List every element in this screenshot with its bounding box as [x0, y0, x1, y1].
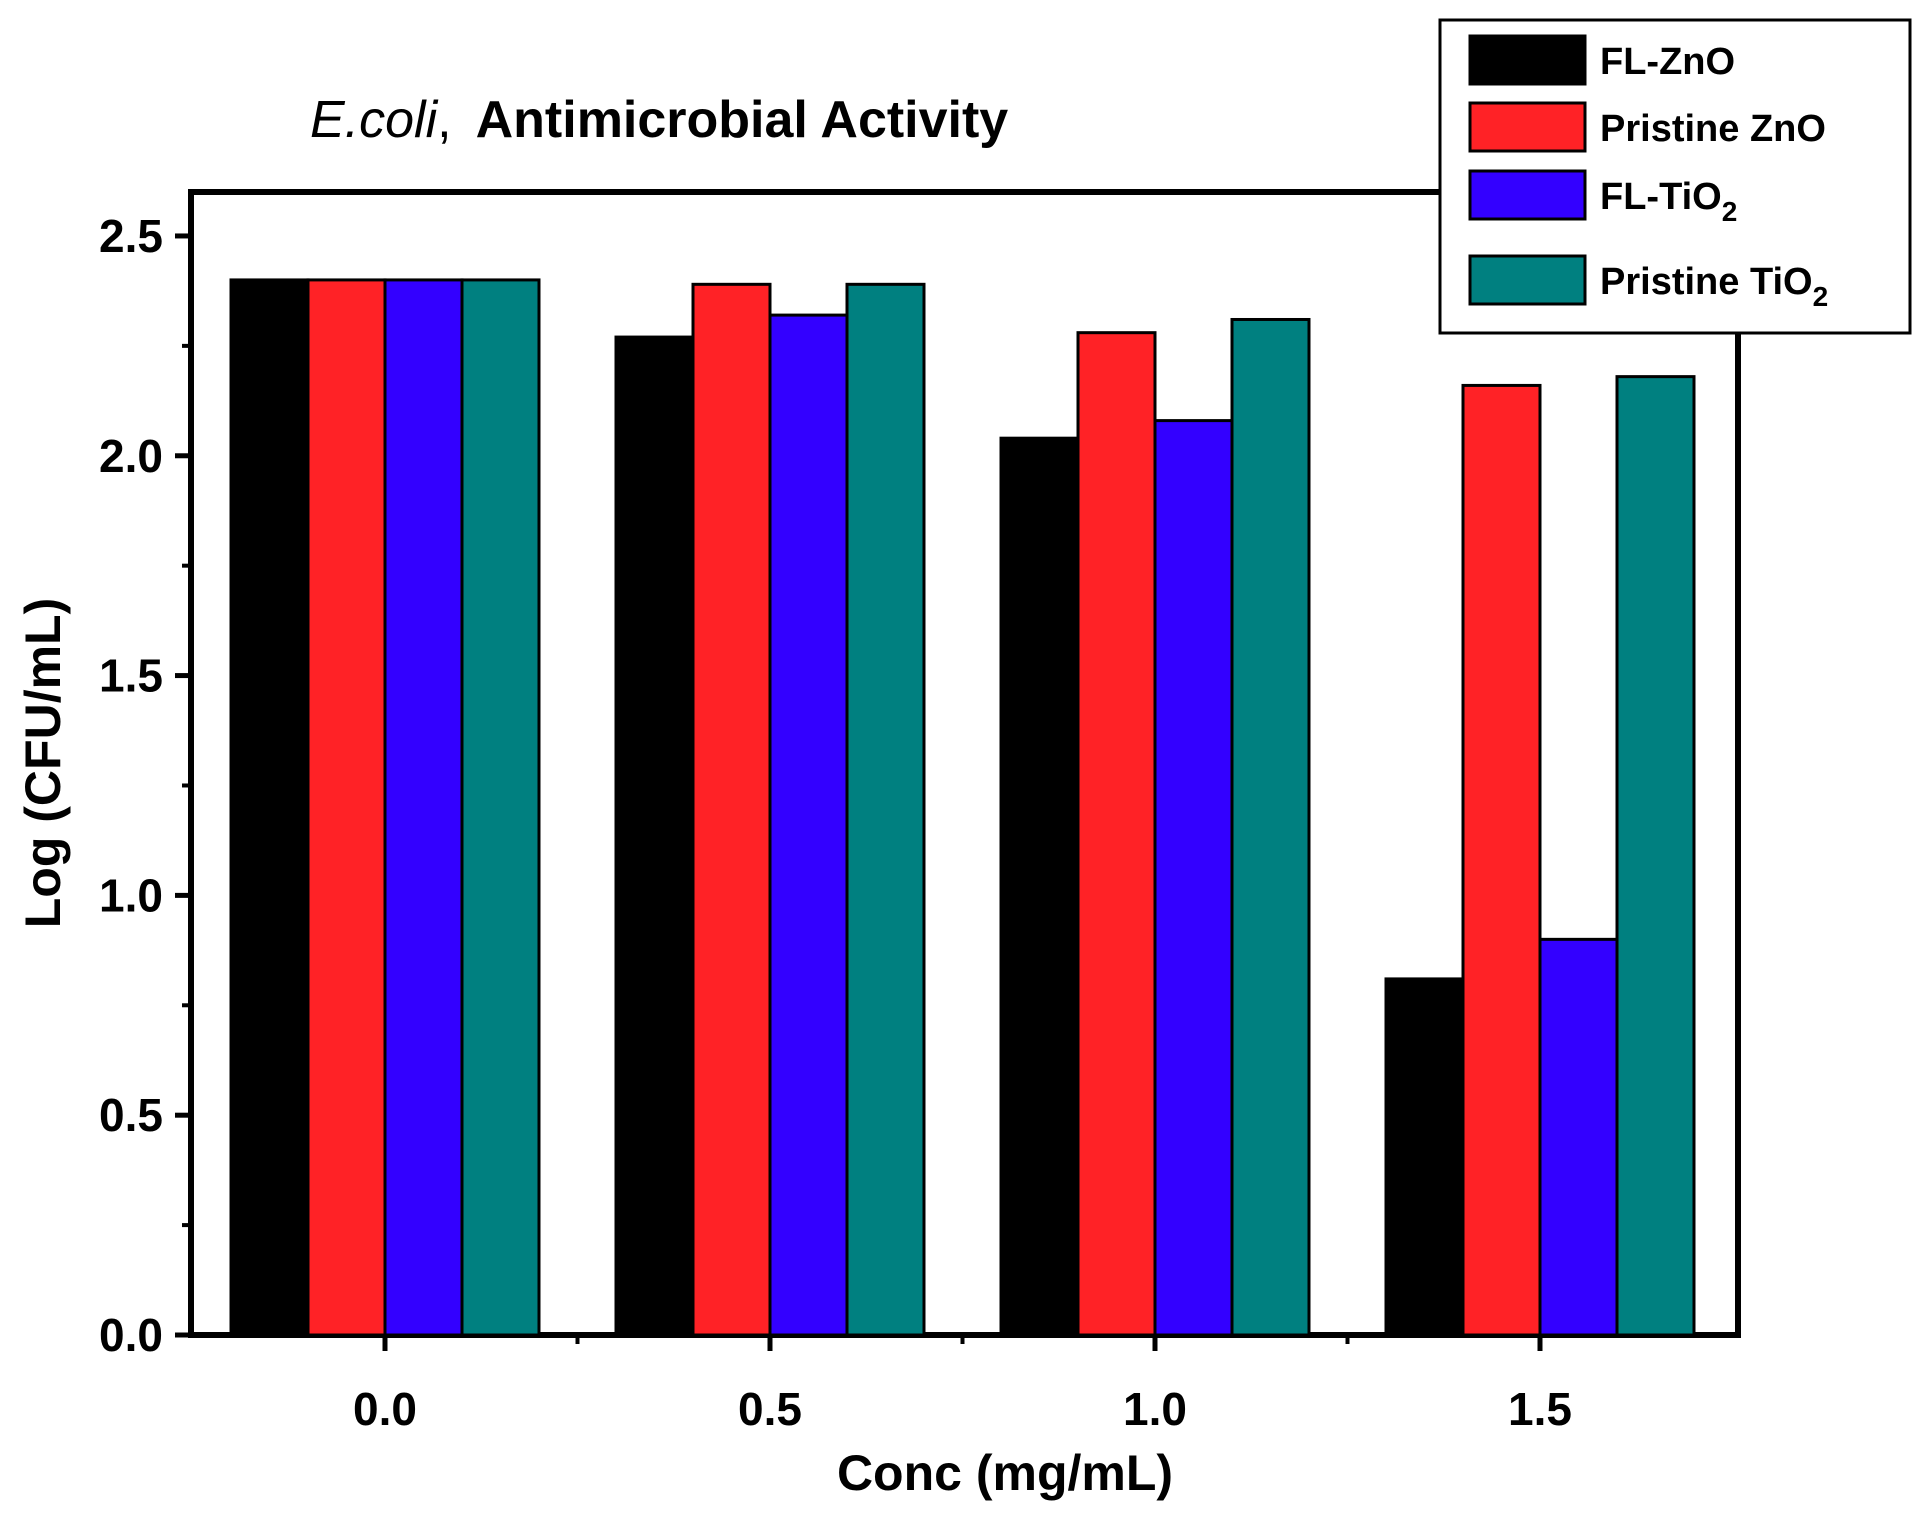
bar-fl-zno-0.5	[614, 335, 695, 1337]
y-tick-label: 1.0	[99, 869, 163, 921]
legend-label: Pristine TiO2	[1600, 261, 1828, 312]
bar-fl-tio2-1.5	[1538, 937, 1619, 1337]
bar-pristine-tio2-0.0	[460, 278, 541, 1337]
bar-pristine-zno-0.0	[306, 278, 387, 1337]
legend-label: FL-ZnO	[1600, 41, 1735, 83]
x-tick-label: 1.0	[1123, 1383, 1187, 1435]
bar-pristine-tio2-1.5	[1615, 375, 1696, 1337]
legend-swatch	[1468, 34, 1587, 86]
legend-swatch	[1468, 169, 1587, 221]
y-tick-label: 2.5	[99, 210, 163, 262]
legend-label: Pristine ZnO	[1600, 108, 1826, 150]
y-tick-label: 0.5	[99, 1089, 163, 1141]
y-tick-label: 0.0	[99, 1309, 163, 1361]
bar-fl-zno-0.0	[229, 278, 310, 1337]
y-axis-title: Log (CFU/mL)	[15, 598, 71, 928]
y-axis: 0.0 0.5 1.0 1.5 2.0 2.5	[99, 210, 191, 1361]
bar-fl-tio2-0.0	[383, 278, 464, 1337]
legend-swatch	[1468, 101, 1587, 153]
bar-fl-zno-1.0	[999, 436, 1080, 1337]
bar-fl-zno-1.5	[1384, 977, 1465, 1337]
bar-fl-tio2-0.5	[768, 313, 849, 1337]
bar-pristine-tio2-0.5	[845, 282, 926, 1337]
bar-pristine-zno-0.5	[691, 282, 772, 1337]
legend-swatch	[1468, 254, 1587, 306]
bar-pristine-tio2-1.0	[1230, 317, 1311, 1337]
chart-title-rest: Antimicrobial Activity	[476, 91, 1009, 149]
x-tick-label: 1.5	[1508, 1383, 1572, 1435]
bar-fl-tio2-1.0	[1153, 419, 1234, 1337]
legend-label: FL-TiO2	[1600, 176, 1737, 227]
chart-title-species: E.coli	[310, 91, 439, 149]
bar-pristine-zno-1.0	[1076, 331, 1157, 1337]
x-tick-label: 0.0	[353, 1383, 417, 1435]
chart-title-separator: ,	[437, 91, 451, 149]
chart-title: E.coli, Antimicrobial Activity	[310, 91, 1008, 149]
x-axis-title: Conc (mg/mL)	[837, 1445, 1173, 1501]
x-tick-label: 0.5	[738, 1383, 802, 1435]
y-tick-label: 1.5	[99, 650, 163, 702]
x-axis: 0.0 0.5 1.0 1.5	[353, 1335, 1572, 1435]
legend: FL-ZnO Pristine ZnO FL-TiO2 Pristine TiO2	[1438, 18, 1912, 335]
bar-pristine-zno-1.5	[1461, 383, 1542, 1337]
bars-layer	[229, 278, 1696, 1337]
y-tick-label: 2.0	[99, 430, 163, 482]
